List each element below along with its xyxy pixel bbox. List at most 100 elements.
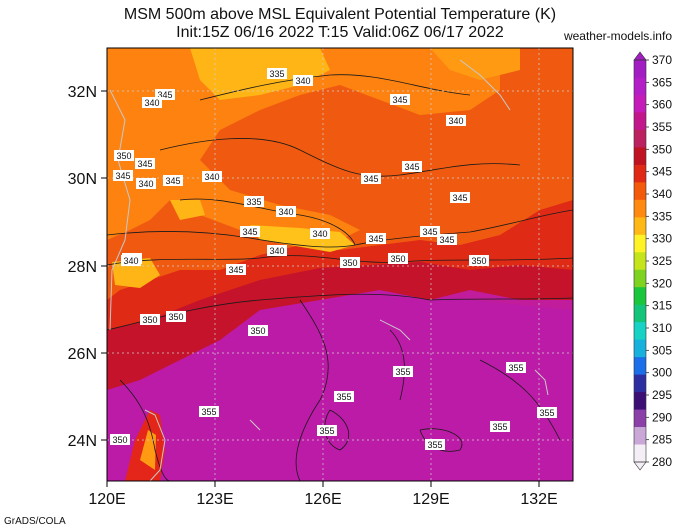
contour-label-bg [155, 89, 175, 100]
colorbar-swatch [634, 94, 646, 113]
contour-label-bg [450, 192, 470, 203]
contour-label-bg [136, 178, 156, 189]
contour-label: 350 [112, 435, 127, 445]
contour-label-bg [340, 257, 360, 268]
colorbar-label: 295 [652, 388, 672, 402]
contour-label: 350 [342, 258, 357, 268]
contour-label: 350 [168, 312, 183, 322]
colorbar-top-arrow [633, 51, 647, 61]
footer-text: GrADS/COLA [4, 516, 66, 527]
colorbar-label: 315 [652, 299, 672, 313]
contour-label-bg [276, 206, 296, 217]
contour-label: 335 [269, 69, 284, 79]
contour-label-bg [163, 175, 183, 186]
lat-label: 30N [68, 171, 97, 188]
colorbar-swatch [634, 444, 646, 463]
colorbar-label: 355 [652, 120, 672, 134]
contour-label: 345 [392, 95, 407, 105]
plot-frame [106, 47, 574, 482]
colorbar-label: 300 [652, 366, 672, 380]
lon-label: 129E [412, 491, 449, 508]
contour-label-bg [446, 115, 466, 126]
contour-label-bg [425, 439, 445, 450]
contour-label-bg [166, 311, 186, 322]
colorbar-swatch [634, 217, 646, 236]
lat-label: 28N [68, 259, 97, 276]
contour-label: 345 [422, 227, 437, 237]
contour-label: 355 [508, 363, 523, 373]
contour-label-bg [248, 325, 268, 336]
contour-label: 355 [319, 426, 334, 436]
contour-label-bg [469, 255, 489, 266]
contour-label: 345 [452, 193, 467, 203]
lat-label: 24N [68, 433, 97, 450]
colorbar-label: 345 [652, 165, 672, 179]
contour-label-bg [267, 245, 287, 256]
contour-label-bg [388, 253, 408, 264]
contour-label: 345 [157, 90, 172, 100]
contour-label: 350 [390, 254, 405, 264]
colorbar-swatch [634, 199, 646, 218]
colorbar-swatch [634, 287, 646, 306]
contour-label-bg [402, 161, 422, 172]
contour-label-bg [244, 196, 264, 207]
contour-label: 340 [138, 179, 153, 189]
contour-label-bg [310, 228, 330, 239]
contour-label: 355 [395, 367, 410, 377]
colorbar-label: 340 [652, 187, 672, 201]
contour-label-bg [267, 68, 287, 79]
lat-label: 26N [68, 346, 97, 363]
colorbar-bottom-arrow [633, 461, 647, 471]
contour-label-bg [366, 233, 386, 244]
colorbar-swatch [634, 234, 646, 253]
colorbar-label: 360 [652, 98, 672, 112]
colorbar-label: 335 [652, 209, 672, 223]
colorbar-swatch [634, 322, 646, 341]
colorbar-label: 310 [652, 321, 672, 335]
colorbar-label: 325 [652, 254, 672, 268]
contour-label: 350 [116, 151, 131, 161]
contour-label-bg [317, 425, 337, 436]
lat-label: 32N [68, 84, 97, 101]
contour-label-bg [293, 75, 313, 86]
map-title: MSM 500m above MSL Equivalent Potential … [123, 6, 557, 23]
contour-label: 345 [439, 235, 454, 245]
field-yellow-n [190, 48, 330, 100]
contour-label-bg [114, 150, 134, 161]
colorbar-label: 330 [652, 232, 672, 246]
colorbar-swatch [634, 147, 646, 166]
lon-label: 126E [304, 491, 341, 508]
colorbar-label: 320 [652, 276, 672, 290]
contour-label: 350 [142, 315, 157, 325]
contour-label: 345 [137, 159, 152, 169]
contour-label: 355 [492, 422, 507, 432]
field-yellow-small [170, 200, 205, 220]
contour-label-bg [390, 94, 410, 105]
credit-text: weather-models.info [563, 29, 672, 43]
colorbar-label: 365 [652, 75, 672, 89]
colorbar-swatch [634, 269, 646, 288]
contour-label: 340 [204, 172, 219, 182]
contour-label-bg [334, 391, 354, 402]
contour-label: 345 [115, 171, 130, 181]
colorbar-swatch [634, 339, 646, 358]
colorbar-swatch [634, 112, 646, 131]
contour-label: 340 [123, 256, 138, 266]
contour-label: 340 [269, 246, 284, 256]
colorbar-label: 290 [652, 410, 672, 424]
contour-label-bg [226, 264, 246, 275]
colorbar-swatch [634, 427, 646, 446]
contour-label-bg [140, 314, 160, 325]
contour-label-bg [506, 362, 526, 373]
contour-label: 350 [250, 326, 265, 336]
contour-label-bg [437, 234, 457, 245]
lon-axis: 120E 123E 126E 129E 132E [88, 481, 558, 508]
contour-label: 340 [312, 229, 327, 239]
contour-label: 345 [242, 227, 257, 237]
contour-label: 340 [448, 116, 463, 126]
contour-label-bg [199, 406, 219, 417]
contour-label-bg [361, 173, 381, 184]
contour-label-bg [393, 366, 413, 377]
contour-label-bg [110, 434, 130, 445]
